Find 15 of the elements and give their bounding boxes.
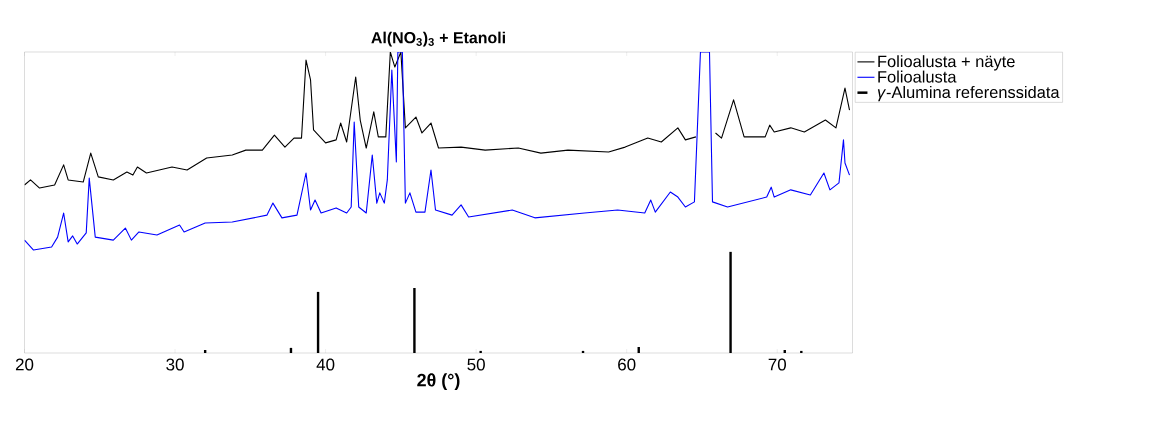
x-axis-title: 2θ (°)	[417, 373, 460, 391]
x-tick-label: 30	[166, 358, 184, 371]
x-tick-label: 70	[768, 358, 786, 371]
bar	[729, 251, 732, 353]
x-tick-label: 40	[316, 358, 335, 371]
bar	[800, 350, 803, 353]
x-tick-label: 20	[15, 358, 34, 371]
chart-title: Al(NO$_{3}$)$_{3}$ + Etanoli	[371, 31, 505, 47]
bar	[479, 350, 482, 353]
bar	[413, 287, 416, 353]
x-tick-label: 50	[467, 358, 485, 371]
x-tick-label: 60	[618, 358, 636, 371]
legend-label: Folioalusta + näyte	[878, 55, 1015, 71]
legend-label: Folioalusta	[878, 70, 957, 83]
legend-label: γ-Alumina referenssidata	[877, 85, 1060, 102]
